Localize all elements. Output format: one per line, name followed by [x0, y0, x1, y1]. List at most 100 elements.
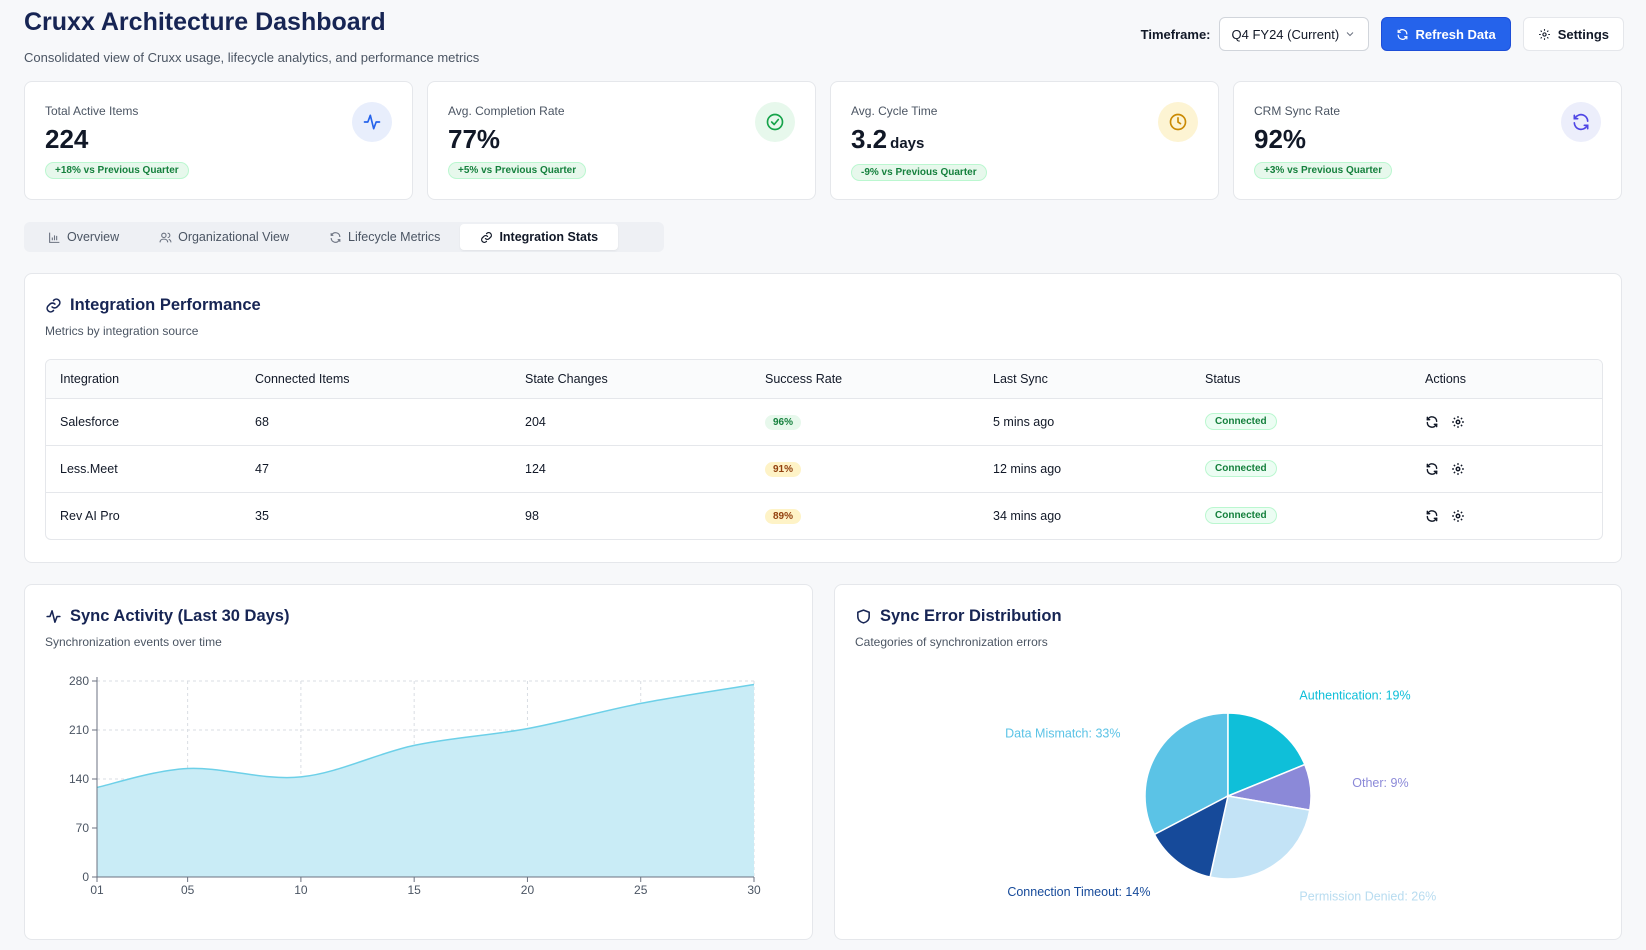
y-tick-label: 210 — [69, 723, 89, 737]
success-rate-badge: 96% — [765, 415, 801, 430]
kpi-label: Total Active Items — [45, 104, 138, 118]
card-title-text: Integration Performance — [70, 296, 261, 315]
sync-activity-chart: 0 70 140 210 280 01 05 10 15 20 25 30 — [25, 585, 814, 941]
kpi-value: 224 — [45, 124, 88, 155]
refresh-icon — [329, 231, 342, 244]
table-header-row: Integration Connected Items State Change… — [46, 360, 1602, 398]
timeframe-value: Q4 FY24 (Current) — [1232, 27, 1340, 42]
connected-items: 68 — [241, 398, 511, 445]
state-changes: 124 — [511, 445, 751, 492]
status-badge: Connected — [1205, 460, 1277, 477]
kpi-trend-badge: +3% vs Previous Quarter — [1254, 162, 1392, 179]
y-tick-label: 140 — [69, 772, 89, 786]
kpi-card-avg-completion-rate: Avg. Completion Rate 77% +5% vs Previous… — [427, 81, 816, 200]
kpi-unit: days — [890, 135, 924, 152]
header-controls: Timeframe: Q4 FY24 (Current) Refresh Dat… — [1141, 17, 1624, 51]
kpi-label: CRM Sync Rate — [1254, 104, 1340, 118]
kpi-card-avg-cycle-time: Avg. Cycle Time 3.2 days -9% vs Previous … — [830, 81, 1219, 200]
state-changes: 98 — [511, 492, 751, 539]
link-icon — [480, 231, 493, 244]
refresh-icon — [1561, 102, 1601, 142]
tab-label: Lifecycle Metrics — [348, 230, 440, 244]
sync-icon[interactable] — [1425, 462, 1439, 476]
users-icon — [159, 231, 172, 244]
x-tick-label: 05 — [181, 883, 195, 897]
sync-icon[interactable] — [1425, 415, 1439, 429]
gear-icon[interactable] — [1451, 415, 1465, 429]
tab-overview[interactable]: Overview — [28, 224, 139, 250]
kpi-trend-badge: -9% vs Previous Quarter — [851, 164, 987, 181]
pie-slice-label: Permission Denied: 26% — [1299, 889, 1436, 903]
clock-icon — [1158, 102, 1198, 142]
tab-lifecycle-metrics[interactable]: Lifecycle Metrics — [309, 224, 460, 250]
refresh-data-label: Refresh Data — [1416, 27, 1496, 42]
card-subtitle: Metrics by integration source — [45, 324, 198, 338]
integration-name: Rev AI Pro — [46, 492, 241, 539]
kpi-number: 77% — [448, 124, 500, 154]
column-header: Actions — [1411, 360, 1602, 398]
pie-slice-label: Other: 9% — [1352, 776, 1408, 790]
x-tick-label: 15 — [407, 883, 421, 897]
kpi-card-crm-sync-rate: CRM Sync Rate 92% +3% vs Previous Quarte… — [1233, 81, 1622, 200]
kpi-value: 3.2 days — [851, 124, 924, 155]
x-tick-label: 25 — [634, 883, 648, 897]
table-row: Rev AI Pro 35 98 89% 34 mins ago Connect… — [46, 492, 1602, 539]
x-tick-label: 20 — [521, 883, 535, 897]
pie-slice-label: Connection Timeout: 14% — [1007, 885, 1150, 899]
sync-error-card: Sync Error Distribution Categories of sy… — [834, 584, 1622, 940]
check-circle-icon — [755, 102, 795, 142]
column-header: Connected Items — [241, 360, 511, 398]
kpi-number: 224 — [45, 124, 88, 154]
success-rate-badge: 91% — [765, 462, 801, 477]
state-changes: 204 — [511, 398, 751, 445]
integration-table: Integration Connected Items State Change… — [45, 359, 1603, 540]
x-tick-label: 10 — [294, 883, 308, 897]
table-row: Less.Meet 47 124 91% 12 mins ago Connect… — [46, 445, 1602, 492]
gear-icon[interactable] — [1451, 462, 1465, 476]
sync-icon[interactable] — [1425, 509, 1439, 523]
chevron-down-icon — [1344, 28, 1356, 40]
integration-name: Salesforce — [46, 398, 241, 445]
refresh-icon — [1396, 28, 1409, 41]
tab-label: Integration Stats — [499, 230, 598, 244]
x-tick-label: 01 — [90, 883, 104, 897]
kpi-value: 77% — [448, 124, 500, 155]
tab-label: Organizational View — [178, 230, 289, 244]
tab-organizational-view[interactable]: Organizational View — [139, 224, 309, 250]
pie-slice-label: Data Mismatch: 33% — [1005, 726, 1120, 740]
column-header: State Changes — [511, 360, 751, 398]
connected-items: 35 — [241, 492, 511, 539]
kpi-label: Avg. Cycle Time — [851, 104, 937, 118]
last-sync: 12 mins ago — [979, 445, 1191, 492]
column-header: Integration — [46, 360, 241, 398]
page-subtitle: Consolidated view of Cruxx usage, lifecy… — [24, 50, 479, 65]
tab-integration-stats[interactable]: Integration Stats — [460, 224, 618, 250]
view-tabs: Overview Organizational View Lifecycle M… — [24, 222, 664, 252]
gear-icon[interactable] — [1451, 509, 1465, 523]
y-tick-label: 0 — [82, 870, 89, 884]
status-badge: Connected — [1205, 507, 1277, 524]
kpi-number: 92% — [1254, 124, 1306, 154]
pie-slice-label: Authentication: 19% — [1299, 689, 1410, 703]
y-tick-label: 70 — [76, 821, 90, 835]
last-sync: 34 mins ago — [979, 492, 1191, 539]
kpi-row: Total Active Items 224 +18% vs Previous … — [24, 81, 1622, 200]
kpi-trend-badge: +18% vs Previous Quarter — [45, 162, 189, 179]
settings-button[interactable]: Settings — [1523, 17, 1624, 51]
kpi-value: 92% — [1254, 124, 1306, 155]
integration-name: Less.Meet — [46, 445, 241, 492]
activity-icon — [352, 102, 392, 142]
refresh-data-button[interactable]: Refresh Data — [1381, 17, 1511, 51]
page-title: Cruxx Architecture Dashboard — [24, 8, 386, 37]
table-row: Salesforce 68 204 96% 5 mins ago Connect… — [46, 398, 1602, 445]
kpi-card-total-active-items: Total Active Items 224 +18% vs Previous … — [24, 81, 413, 200]
sync-error-pie-chart: Data Mismatch: 33% Authentication: 19% Oth… — [835, 585, 1623, 941]
status-badge: Connected — [1205, 413, 1277, 430]
kpi-trend-badge: +5% vs Previous Quarter — [448, 162, 586, 179]
bar-chart-icon — [48, 231, 61, 244]
connected-items: 47 — [241, 445, 511, 492]
kpi-number: 3.2 — [851, 124, 887, 154]
kpi-label: Avg. Completion Rate — [448, 104, 565, 118]
timeframe-select[interactable]: Q4 FY24 (Current) — [1219, 17, 1369, 51]
column-header: Last Sync — [979, 360, 1191, 398]
